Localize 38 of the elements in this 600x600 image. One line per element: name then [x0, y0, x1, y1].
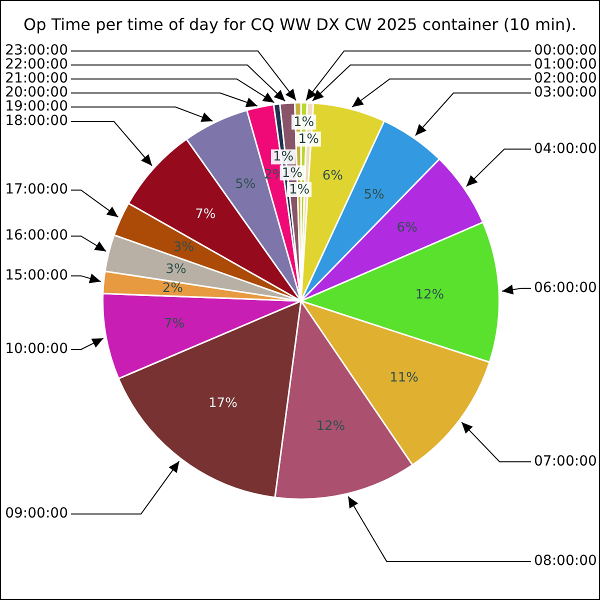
data-label: 1% [288, 182, 310, 198]
data-label: 7% [164, 316, 185, 332]
data-label: 12% [316, 418, 346, 434]
slice-label: 10:00:00 [5, 341, 68, 358]
slice-label: 18:00:00 [5, 113, 68, 130]
slice-label: 23:00:00 [5, 42, 68, 59]
data-label: 11% [390, 370, 419, 386]
slice-label: 15:00:00 [5, 267, 68, 284]
slice-label: 16:00:00 [5, 228, 68, 244]
data-label: 5% [364, 187, 384, 202]
data-label: 1% [273, 150, 294, 165]
data-label: 3% [173, 240, 194, 255]
data-label: 1% [293, 114, 314, 130]
slice-label: 20:00:00 [5, 84, 68, 101]
slice-label: 17:00:00 [5, 182, 68, 198]
slice-label: 21:00:00 [5, 70, 68, 87]
data-label: 5% [235, 177, 256, 192]
slice-label: 02:00:00 [534, 70, 597, 87]
slice-label: 01:00:00 [534, 56, 597, 73]
slice-label: 08:00:00 [534, 553, 597, 570]
slice-label: 03:00:00 [534, 84, 597, 101]
slice-label: 09:00:00 [5, 506, 68, 522]
data-label: 12% [415, 287, 444, 302]
data-label: 3% [166, 262, 186, 278]
slice-label: 19:00:00 [5, 98, 68, 115]
data-label: 1% [298, 132, 319, 147]
slice-label: 00:00:00 [534, 42, 597, 59]
slice-label: 22:00:00 [5, 56, 68, 73]
data-label: 7% [195, 206, 216, 222]
slice-label: 06:00:00 [534, 280, 597, 296]
slice-label: 04:00:00 [534, 140, 597, 157]
data-label: 2% [162, 281, 184, 296]
data-label: 1% [282, 166, 302, 181]
slice-label: 07:00:00 [534, 453, 597, 470]
data-label: 6% [322, 168, 343, 184]
data-label: 17% [208, 396, 238, 411]
chart-title: Op Time per time of day for CQ WW DX CW 2025 container (10 min). [22, 15, 578, 34]
data-label: 6% [396, 220, 418, 236]
